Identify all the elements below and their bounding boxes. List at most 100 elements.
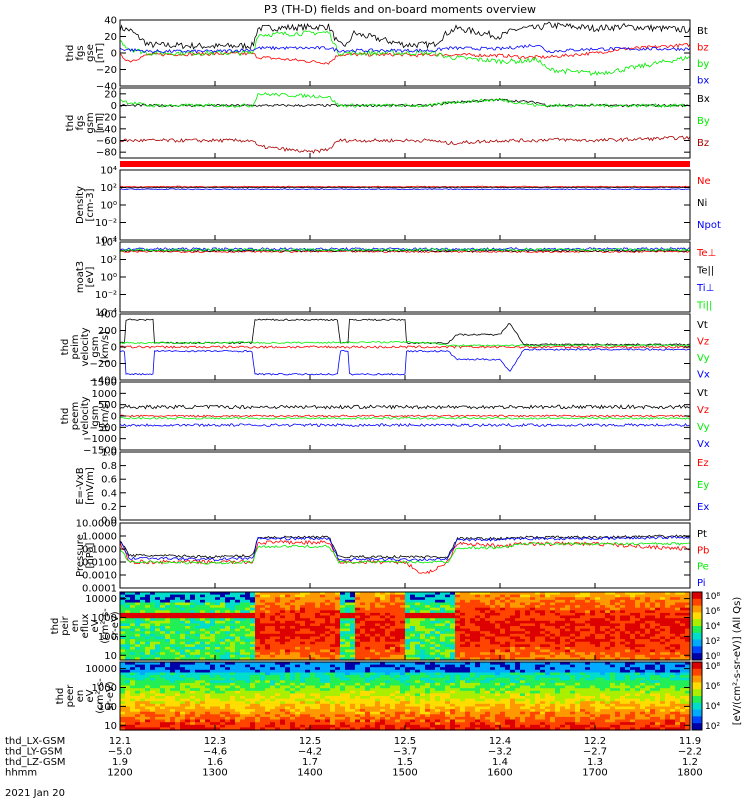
y-tick-label: 10⁰ [100,273,117,284]
spectrogram-cells [120,592,691,661]
legend-label: By [697,116,710,127]
series-fgs_gse-Bt [120,22,690,49]
y-tick-label: 10² [100,255,117,266]
y-tick-label: 10² [100,183,117,194]
y-tick-label: 10⁻² [95,290,117,301]
y-tick-label: 0 [111,412,117,423]
legend-label: Vx [697,439,710,450]
legend-label: Pt [697,529,707,540]
y-tick-label: 0.2 [101,502,117,513]
panel-frame [120,452,690,520]
y-tick-label: 40 [104,16,117,27]
legend-label: Pb [697,545,709,556]
y-tick-label: 10⁻² [95,218,117,229]
legend-label: Npot [697,220,721,231]
panel-frame [120,170,690,240]
series-fgs_gsm-Bx [120,99,690,107]
series-peim_velocity-Vt [120,319,690,345]
panel-pressure: 10.00001.00000.10000.01000.00100.0001Pre… [75,519,709,595]
y-tick-label: 400 [98,310,117,321]
y-axis-label: [km/s] [100,400,111,432]
y-tick-label: 1.0 [101,448,117,459]
y-tick-label: 10⁰ [100,201,117,212]
y-tick-label: 20 [104,89,117,100]
y-tick-label: 0 [111,49,117,60]
y-tick-label: −60 [96,136,117,147]
y-axis-label: sr-eV) [110,611,121,640]
series-peem_velocity-Vy [120,417,690,419]
panel-frame [120,523,690,588]
y-tick-label: 0.6 [101,475,117,486]
y-tick-label: 0.0010 [82,571,117,582]
series-peim_velocity-Vy [120,341,690,346]
legend-label: Vz [697,337,709,348]
legend-label: Te⊥ [696,248,716,259]
series-pressure-Pb [120,541,690,574]
legend-label: Ti|| [696,301,712,312]
legend-label: Vy [697,353,710,364]
legend-label: Pe [697,562,709,573]
y-tick-label: 0.4 [101,488,117,499]
y-tick-label: 1.0000 [82,532,117,543]
y-tick-label: −20 [96,65,117,76]
legend-label: Pi [697,578,706,589]
series-peim_velocity-Vz [120,346,690,348]
y-tick-label: 10⁴ [100,166,117,177]
legend-label: Bz [697,138,709,149]
legend-label: Bt [697,26,708,37]
plot-title: P3 (TH-D) fields and on-board moments ov… [264,3,536,16]
series-peem_velocity-Vx [120,424,690,427]
y-tick-label: −80 [96,148,117,159]
y-tick-label: 10⁴ [100,238,117,249]
y-tick-label: 0.8 [101,461,117,472]
legend-label: Te|| [696,266,714,277]
legend-label: Ne [697,176,711,187]
series-density-Ne [120,186,690,187]
legend-label: Vx [697,370,710,381]
legend-label: Vy [697,422,710,433]
series-pressure-Pe [120,543,690,565]
spectrogram-cells [120,662,691,731]
legend-label: Vt [697,388,708,399]
legend-label: Ey [697,480,709,491]
y-tick-label: 10000 [85,594,117,605]
y-axis-label: [km/s] [100,331,111,363]
series-pressure-Pi [120,536,690,560]
orbit-bar [120,161,690,167]
series-pressure-Pt [120,535,690,558]
legend-label: Ez [697,458,709,469]
y-tick-label: 10.0000 [76,519,117,530]
legend-label: Ex [697,502,709,513]
panel-frame [120,88,690,158]
legend-label: by [697,59,709,70]
y-axis-label: [nT] [95,113,106,133]
date-label: 2021 Jan 20 [5,788,65,799]
legend-label: bz [697,43,709,54]
series-peem_velocity-Vt [120,405,690,409]
legend-label: Ni [697,198,707,209]
y-tick-label: 1500 [92,378,117,389]
legend-label: Bx [697,94,710,105]
series-density-Npot [120,189,690,190]
legend-label: bx [697,76,709,87]
y-tick-label: 0.0001 [82,584,117,595]
y-tick-label: 20 [104,32,117,43]
legend-label: Ti⊥ [696,283,714,294]
y-tick-label: 1000 [92,389,117,400]
y-tick-label: 0 [111,101,117,112]
y-axis-label: [nPa] [85,542,96,568]
series-peim_velocity-Vx [120,349,690,375]
legend-label: Vz [697,405,709,416]
series-peem_velocity-Vz [120,415,690,417]
